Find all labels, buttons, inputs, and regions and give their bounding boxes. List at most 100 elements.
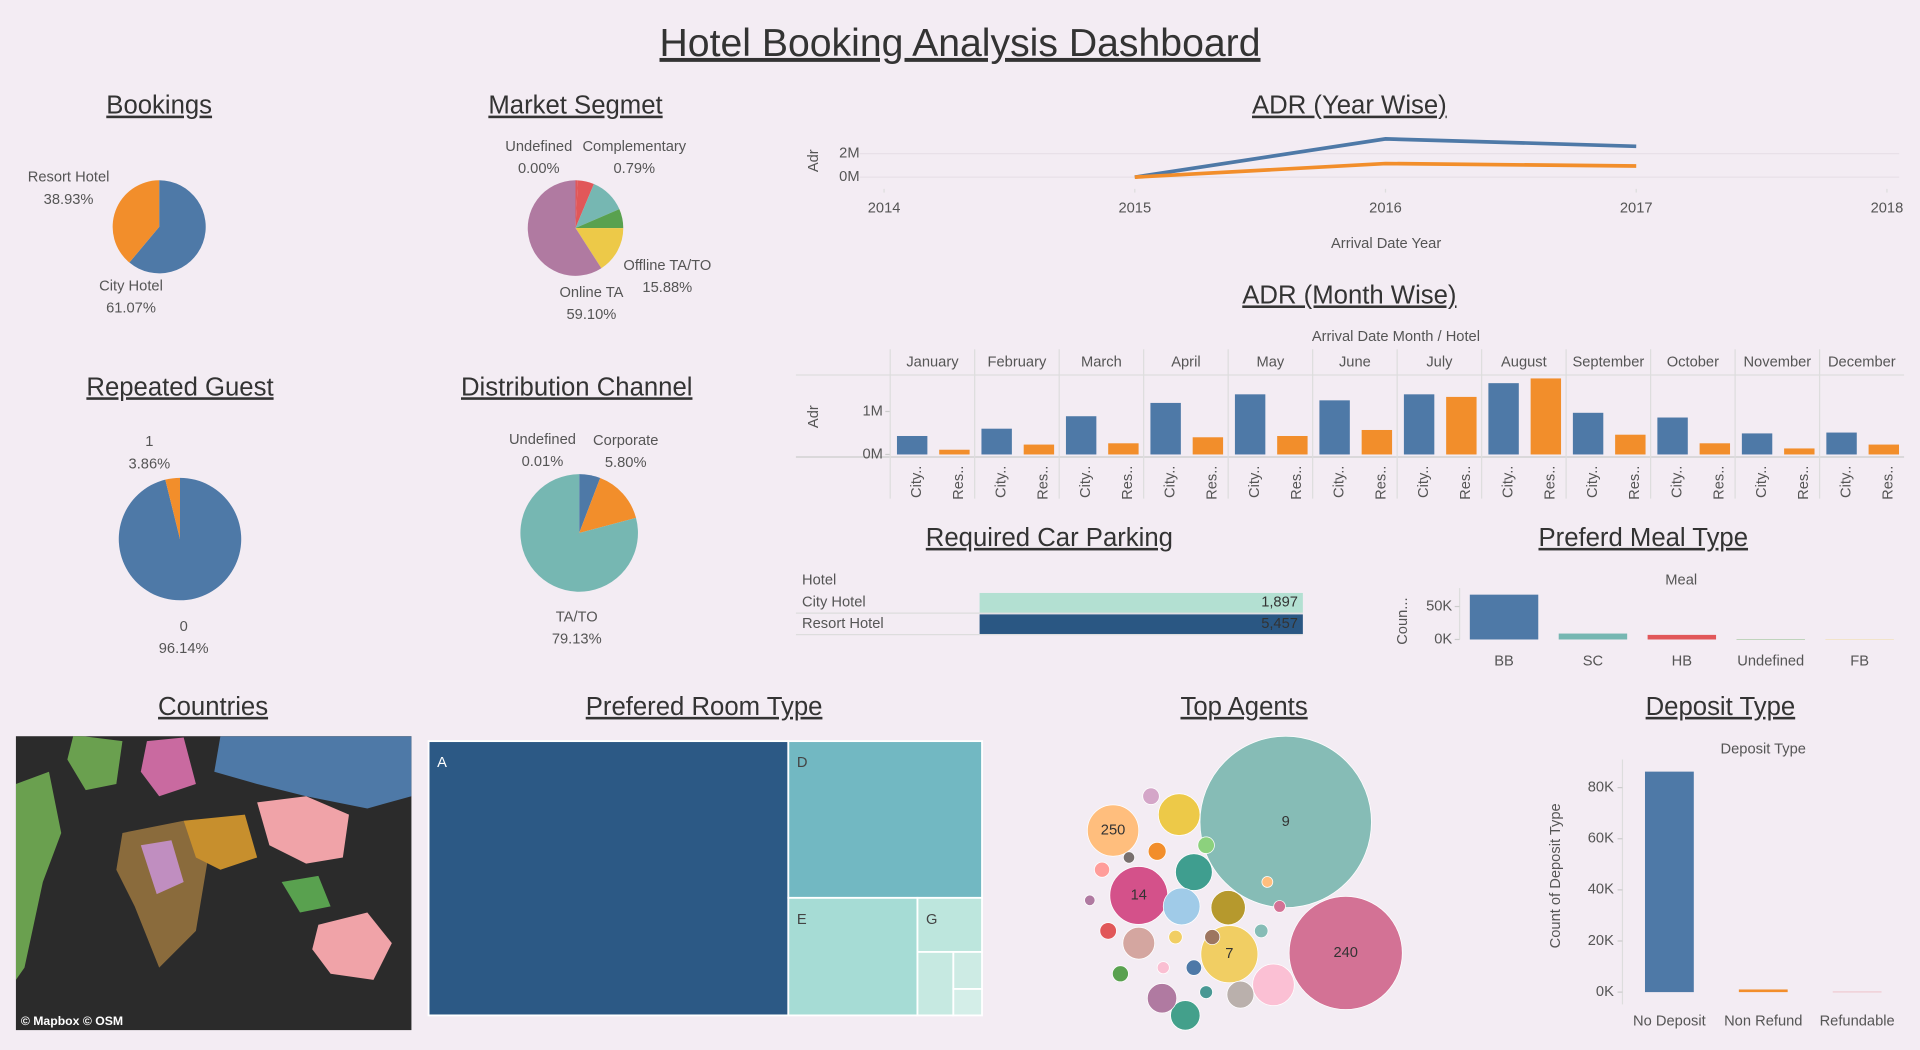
bubble (1147, 841, 1167, 861)
slice-value: 3.86% (129, 456, 171, 472)
bubble (1273, 900, 1286, 913)
cell (979, 614, 1303, 634)
slice-value: 5.80% (605, 455, 647, 471)
bar (1558, 633, 1628, 640)
bar (939, 449, 970, 455)
bar-sublabel: City.. (1078, 466, 1094, 498)
tile (787, 896, 919, 1017)
month-label: June (1339, 355, 1371, 371)
bubble (1226, 980, 1255, 1009)
x-tick-label: No Deposit (1633, 1013, 1706, 1029)
bar-sublabel: Res.. (1289, 466, 1305, 500)
slice-value: 61.07% (106, 301, 156, 317)
pie-slice (129, 180, 206, 274)
chart-title: Bookings (106, 92, 212, 120)
tile-label: A (437, 755, 447, 771)
y-tick-label: 0M (862, 446, 882, 462)
month-label: September (1572, 355, 1644, 371)
y-tick-label: 50K (1426, 598, 1452, 614)
tile-label: G (926, 912, 937, 928)
header: Deposit Type (1721, 742, 1806, 758)
slice-value: 96.14% (159, 641, 209, 657)
region (140, 737, 196, 797)
map-attribution: © Mapbox © OSM (21, 1014, 123, 1028)
month-label: November (1743, 355, 1811, 371)
bar (1023, 444, 1055, 455)
bar (1784, 448, 1815, 455)
chart-title: Top Agents (1180, 693, 1307, 721)
pie-slice (520, 474, 638, 592)
bubble (1254, 923, 1269, 939)
bubble (1199, 735, 1372, 909)
x-tick-label: Refundable (1820, 1013, 1895, 1029)
chart-title: Required Car Parking (926, 524, 1173, 552)
y-tick-label: 40K (1588, 882, 1614, 898)
header: Arrival Date Month / Hotel (1312, 329, 1480, 345)
slice-value: 0.79% (613, 161, 655, 177)
region (257, 796, 349, 864)
x-tick-label: HB (1672, 653, 1693, 669)
bar (1446, 396, 1477, 455)
y-tick-label: 20K (1588, 933, 1614, 949)
bar-sublabel: Res.. (1458, 466, 1474, 500)
month-label: May (1257, 355, 1285, 371)
bubble (1099, 922, 1117, 940)
cell (979, 592, 1303, 613)
bar (1469, 594, 1539, 640)
bubble-label: 9 (1282, 814, 1290, 830)
region (140, 840, 184, 895)
slice-label: City Hotel (99, 279, 163, 295)
bubble (1146, 983, 1178, 1014)
region (183, 814, 258, 870)
bubble (1087, 804, 1140, 857)
chart-title: Preferd Meal Type (1538, 524, 1748, 552)
bar-sublabel: Res.. (1712, 466, 1728, 500)
x-tick-label: SC (1583, 653, 1604, 669)
bar-sublabel: City.. (1162, 466, 1178, 498)
pie-slice (579, 478, 636, 533)
bubble (1210, 890, 1246, 926)
y-tick-label: 0M (839, 169, 859, 185)
bubble-label: 7 (1225, 946, 1233, 962)
bar-sublabel: City.. (1669, 466, 1685, 498)
month-label: April (1171, 355, 1200, 371)
bar-sublabel: Res.. (1374, 466, 1390, 500)
chart-title: ADR (Year Wise) (1252, 92, 1447, 120)
bubble (1122, 926, 1156, 960)
bar-sublabel: Res.. (1120, 466, 1136, 500)
row-label: Resort Hotel (802, 616, 884, 632)
x-tick-label: 2016 (1369, 200, 1402, 216)
region (214, 736, 412, 809)
chart-title: Market Segmet (488, 92, 662, 120)
bar (1615, 434, 1646, 455)
bubble (1168, 929, 1183, 945)
x-tick-label: 2018 (1871, 200, 1904, 216)
bar-sublabel: Res.. (1627, 466, 1643, 500)
header: Meal (1665, 573, 1697, 589)
x-tick-label: Undefined (1737, 653, 1804, 669)
pie-slice (112, 180, 160, 263)
row-label: City Hotel (802, 595, 866, 611)
slice-label: Offline TA/TO (623, 258, 711, 274)
bar-sublabel: Res.. (1796, 466, 1812, 500)
tile-label: D (797, 755, 808, 771)
bar (1150, 402, 1181, 455)
month-label: January (906, 355, 959, 371)
slice-label: Resort Hotel (28, 170, 110, 186)
cell-value: 5,457 (1261, 616, 1298, 632)
region (15, 771, 62, 980)
bar-sublabel: Res.. (951, 466, 967, 500)
pie-slice (527, 180, 602, 276)
bar (1530, 378, 1562, 455)
bar (981, 428, 1012, 455)
x-tick-label: BB (1494, 653, 1514, 669)
slice-value: 59.10% (567, 307, 617, 323)
slice-label: Undefined (505, 139, 572, 155)
chart-title: ADR (Month Wise) (1242, 281, 1456, 309)
pie-slice (575, 180, 578, 229)
tile (916, 951, 955, 1017)
bubble (1094, 861, 1110, 878)
chart-title: Deposit Type (1646, 693, 1796, 721)
